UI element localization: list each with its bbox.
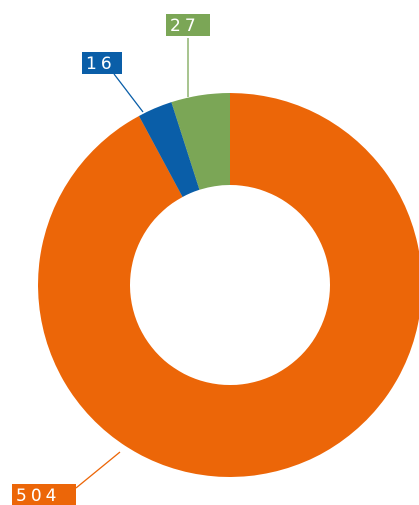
data-label: 504 [16,486,60,505]
data-label: 27 [170,16,200,36]
label-box [12,484,76,505]
leader-line [113,73,144,113]
data-label: 16 [86,54,116,74]
leader-line [75,451,121,489]
label-box [166,14,210,36]
donut-slice [138,102,200,197]
label-box [82,52,122,74]
donut-slice [171,93,230,190]
donut-slice [38,93,419,477]
